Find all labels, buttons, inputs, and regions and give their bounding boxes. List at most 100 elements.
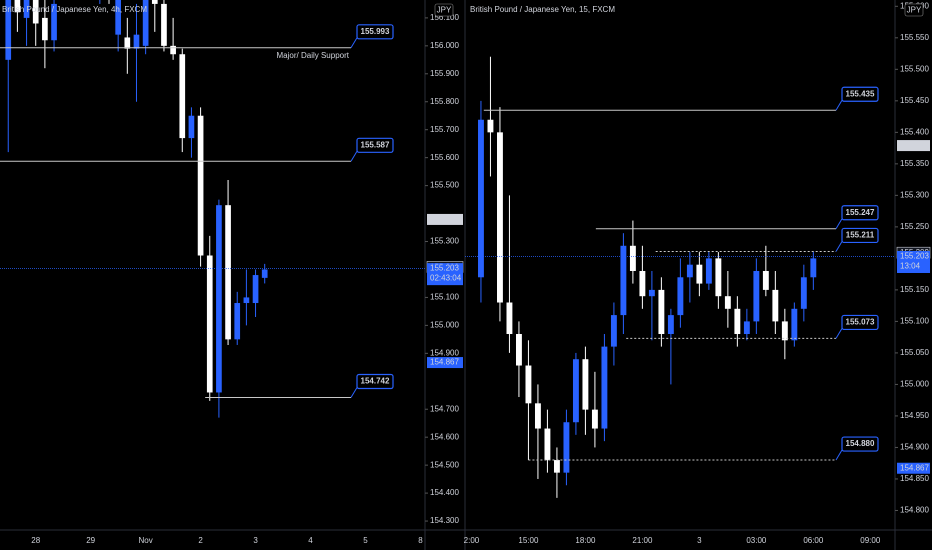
- level-label-box: [841, 86, 879, 102]
- y-tick-label: 155.600: [430, 153, 459, 162]
- candle-body: [161, 3, 167, 46]
- candle-body: [497, 132, 503, 303]
- candle-body: [791, 308, 798, 341]
- x-tick-label: 5: [363, 536, 368, 545]
- y-tick-label: 154.600: [430, 432, 459, 441]
- y-tick-label: 155.550: [900, 33, 929, 42]
- x-tick-label: 2:00: [464, 536, 480, 545]
- y-tick-label: 155.050: [900, 348, 929, 357]
- currency-label: JPY: [437, 6, 452, 15]
- price-label: 155.379: [430, 215, 459, 224]
- candle-body: [252, 275, 259, 304]
- level-connector: [350, 37, 358, 49]
- level-label: 155.993: [361, 27, 390, 36]
- y-tick-label: 154.950: [900, 411, 929, 420]
- price-label: 155.379: [900, 141, 929, 150]
- x-tick-label: 8: [418, 536, 423, 545]
- x-tick-label: 06:00: [803, 536, 824, 545]
- level-label: 154.742: [361, 377, 390, 386]
- currency-label: JPY: [907, 6, 922, 15]
- candle-body: [648, 289, 655, 297]
- x-tick-label: 21:00: [632, 536, 653, 545]
- candle-body: [639, 270, 646, 297]
- price-timer: 13:04: [900, 262, 921, 271]
- candle-body: [197, 115, 204, 256]
- level-note: Major/ Daily Support: [277, 51, 350, 60]
- candle-body: [206, 255, 213, 393]
- candle-body: [124, 37, 131, 49]
- y-tick-label: 155.150: [900, 285, 929, 294]
- level-connector: [835, 218, 843, 230]
- y-tick-label: 154.500: [430, 460, 459, 469]
- price-label-box: [427, 213, 463, 225]
- y-tick-label: 156.000: [430, 41, 459, 50]
- price-label-box: [897, 250, 930, 273]
- candle-body: [591, 409, 598, 429]
- level-connector: [350, 387, 358, 398]
- chart-title: British Pound / Japanese Yen, 15, FXCM: [470, 5, 615, 14]
- price-label-box: [897, 140, 930, 152]
- x-tick-label: 28: [31, 536, 40, 545]
- candle-body: [42, 17, 48, 41]
- y-tick-label: 154.850: [900, 474, 929, 483]
- candle-body: [179, 54, 186, 139]
- plot-area: 155.435 155.247 155.211 155.073 154.880: [465, 56, 895, 498]
- candle-body: [544, 428, 551, 461]
- candle-body: [686, 264, 693, 278]
- x-tick-label: Nov: [139, 536, 153, 545]
- candle-body: [610, 315, 617, 347]
- candle-body: [515, 334, 522, 366]
- candle-body: [142, 0, 149, 46]
- level-label-box: [356, 137, 394, 153]
- x-tick-label: 15:00: [518, 536, 539, 545]
- x-tick-label: 2: [198, 536, 203, 545]
- y-tick-label: 154.800: [900, 506, 929, 515]
- candle-body: [601, 346, 608, 429]
- currency-box: [904, 3, 924, 17]
- x-tick-label: 3: [697, 536, 702, 545]
- candle-body: [772, 289, 779, 322]
- candle-body: [715, 258, 722, 297]
- y-tick-label: 155.000: [900, 380, 929, 389]
- candle-body: [800, 277, 807, 309]
- level-label-box: [356, 373, 394, 390]
- candle-body: [572, 359, 579, 423]
- y-tick-label: 155.000: [430, 320, 459, 329]
- candle-body: [677, 277, 684, 316]
- y-tick-label: 155.100: [900, 317, 929, 326]
- level-label: 155.247: [846, 208, 875, 217]
- y-tick-label: 154.900: [430, 348, 459, 357]
- candle-body: [734, 308, 741, 335]
- price-label-box: [897, 462, 930, 474]
- level-connector: [835, 328, 843, 339]
- level-label: 155.073: [846, 318, 875, 327]
- candle-body: [506, 302, 513, 335]
- x-tick-label: 09:00: [860, 536, 881, 545]
- y-tick-label: 154.900: [900, 443, 929, 452]
- level-label: 155.587: [361, 140, 390, 149]
- candle-body: [534, 403, 541, 429]
- y-tick-label: 154.400: [430, 488, 459, 497]
- y-tick-label: 154.700: [430, 404, 459, 413]
- candle-body: [658, 289, 665, 335]
- candle-body: [753, 270, 760, 322]
- candle-body: [582, 359, 589, 410]
- price-label: 154.867: [430, 358, 459, 367]
- candle-body: [51, 3, 57, 41]
- y-tick-label: 155.450: [900, 96, 929, 105]
- candle-body: [23, 0, 30, 18]
- candle-body: [629, 245, 636, 271]
- price-label: 155.203: [900, 252, 929, 261]
- price-label-box: [427, 357, 463, 369]
- candle-body: [696, 264, 703, 284]
- candle-body: [563, 422, 570, 473]
- y-tick-label: 155.250: [900, 222, 929, 231]
- x-tick-label: 29: [86, 536, 95, 545]
- candle-body: [216, 205, 222, 393]
- candle-body: [32, 0, 39, 24]
- candle-body: [5, 0, 12, 60]
- y-tick-label: 155.350: [900, 159, 929, 168]
